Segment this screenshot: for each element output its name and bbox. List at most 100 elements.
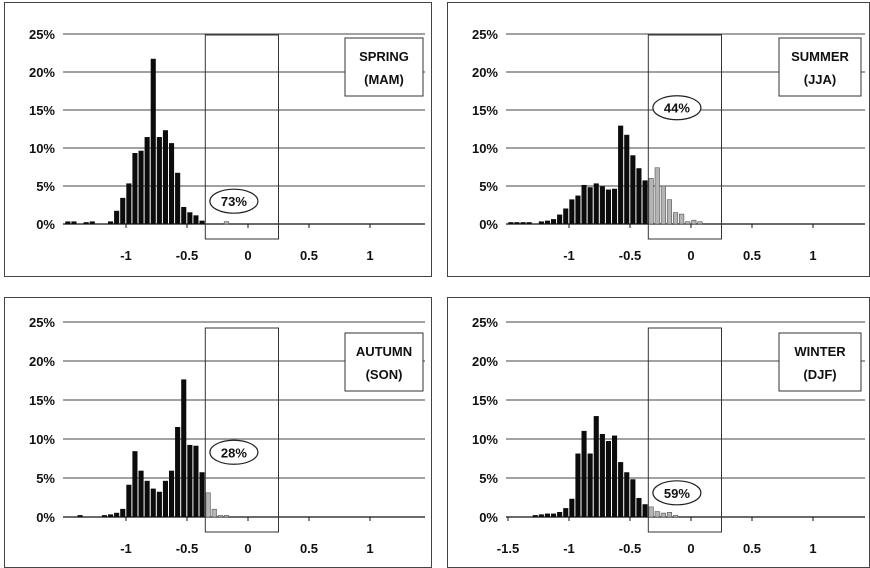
histogram-bar (569, 498, 575, 518)
histogram-bar (563, 208, 569, 225)
x-tick-label: -0.5 (176, 248, 198, 263)
annotation-ellipse (652, 480, 702, 506)
histogram-bar (587, 453, 593, 518)
histogram-bar (187, 212, 193, 225)
histogram-bar (551, 513, 557, 518)
histogram-bar (624, 134, 630, 225)
histogram-bar (526, 222, 532, 225)
annotation-percentage: 44% (664, 101, 690, 116)
x-tick-label: 0.5 (743, 248, 761, 263)
histogram-bar (126, 183, 132, 225)
histogram-bar (618, 462, 624, 518)
histogram-bar (108, 221, 114, 225)
histogram-bar (544, 220, 550, 225)
histogram-bar (612, 435, 618, 518)
histogram-bar (132, 153, 138, 225)
x-tick-label: 1 (809, 541, 816, 556)
histogram-bar (150, 58, 156, 225)
panel-summer: 0% 5% 10% 15% 20% 25% -1 -0.5 0 0.5 1 44% SUMMER (JJA… (447, 2, 870, 277)
histogram-bar (666, 199, 672, 225)
spring-chart: 0% 5% 10% 15% 20% 25% -1 -0.5 0 0.5 1 73% SPRING (MAM… (29, 27, 425, 263)
histogram-bar (679, 213, 685, 225)
histogram-bar (660, 512, 666, 518)
histogram-bar (144, 137, 150, 225)
annotation-ellipse (209, 188, 259, 214)
histogram-bar (593, 183, 599, 225)
histogram-bar (630, 479, 636, 518)
x-tick-label: 1 (366, 248, 373, 263)
histogram-bar (175, 427, 181, 518)
season-months: (DJF) (803, 367, 836, 382)
histogram-bar (120, 197, 126, 225)
histogram-bar (514, 222, 520, 225)
histogram-bar (169, 470, 175, 518)
x-tick-label: -0.5 (176, 541, 198, 556)
y-tick-label: 0% (479, 217, 498, 232)
histogram-bar (520, 222, 526, 225)
histogram-bar (691, 219, 697, 225)
histogram-bar (673, 212, 679, 225)
histogram-bar (642, 504, 648, 518)
histogram-bar (599, 434, 605, 518)
season-name: WINTER (794, 344, 846, 359)
histogram-bar (599, 186, 605, 225)
histogram-bar (144, 480, 150, 518)
histogram-bar (636, 497, 642, 518)
annotation-percentage: 28% (221, 445, 247, 460)
x-tick-label: 0.5 (300, 541, 318, 556)
season-label-box (778, 37, 862, 97)
histogram-bar (636, 168, 642, 225)
panel-spring: 0% 5% 10% 15% 20% 25% -1 -0.5 0 0.5 1 73% SPRING (MAM… (4, 2, 432, 277)
y-tick-label: 0% (479, 510, 498, 525)
histogram-bar (581, 184, 587, 225)
y-tick-label: 10% (29, 432, 55, 447)
histogram-bar (211, 508, 217, 518)
histogram-bar (660, 185, 666, 225)
histogram-bar (654, 511, 660, 518)
histogram-bar (605, 441, 611, 518)
histogram-bar (199, 472, 205, 518)
annotation-percentage: 73% (221, 194, 247, 209)
y-tick-label: 10% (472, 141, 498, 156)
histogram-bar (156, 491, 162, 518)
histogram-bar (569, 199, 575, 225)
histogram-bar (162, 480, 168, 518)
season-label-box (344, 332, 424, 392)
histogram-bar (648, 506, 654, 518)
y-tick-label: 15% (472, 393, 498, 408)
x-tick-label: 0 (244, 541, 251, 556)
histogram-bar (581, 430, 587, 518)
season-label-box (344, 37, 424, 97)
x-tick-label: -0.5 (619, 541, 641, 556)
histogram-bar (101, 515, 107, 518)
x-tick-label: -0.5 (619, 248, 641, 263)
histogram-bar (83, 222, 89, 225)
histogram-bar (181, 379, 187, 518)
histogram-bar (132, 451, 138, 518)
x-tick-label: 1 (366, 541, 373, 556)
histogram-bar (193, 215, 199, 225)
histogram-bar (217, 515, 223, 518)
histogram-bar (77, 515, 83, 518)
histogram-bar (71, 221, 77, 225)
season-label-box (778, 332, 862, 392)
histogram-bar (630, 155, 636, 225)
x-tick-label: -1.5 (497, 541, 519, 556)
annotation-percentage: 59% (664, 486, 690, 501)
histogram-bar (685, 221, 691, 225)
histogram-bar (223, 221, 229, 225)
y-tick-label: 15% (472, 103, 498, 118)
panel-winter: 0% 5% 10% 15% 20% 25% -1.5 -1 -0.5 0 0.5 1 59% WINTER… (447, 297, 870, 568)
y-tick-label: 25% (29, 315, 55, 330)
histogram-bar (648, 178, 654, 225)
histogram-bar (169, 143, 175, 225)
y-tick-label: 5% (479, 179, 498, 194)
x-tick-label: 1 (809, 248, 816, 263)
x-tick-label: 0.5 (300, 248, 318, 263)
histogram-bar (89, 221, 95, 225)
y-tick-label: 0% (36, 217, 55, 232)
histogram-bar (654, 167, 660, 225)
y-tick-label: 15% (29, 393, 55, 408)
histogram-bar (114, 210, 120, 225)
